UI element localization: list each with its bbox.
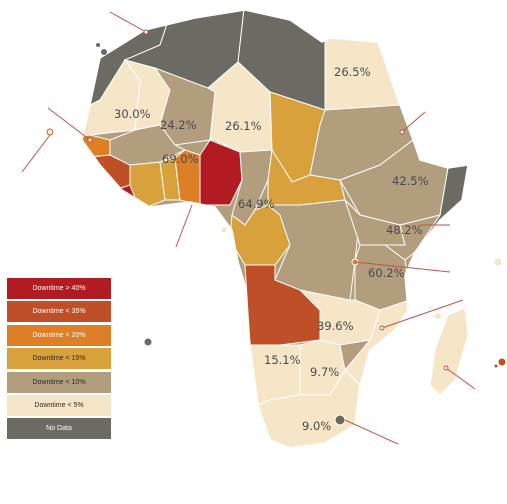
island-seychelles <box>494 258 502 266</box>
legend-item-downtime-lt-15: Downtime < 15% <box>7 348 111 370</box>
value-tanzania: 60.2% <box>368 266 405 280</box>
island-sao-tome <box>221 227 227 233</box>
legend-item-downtime-lt-20: Downtime < 20% <box>7 324 111 346</box>
value-south-africa: 9.0% <box>302 419 331 433</box>
legend-item-downtime-lt-10: Downtime < 10% <box>7 371 111 393</box>
legend: Downtime > 40% Downtime < 35% Downtime <… <box>7 278 111 442</box>
value-nigeria: 69.0% <box>162 152 199 166</box>
callout-line <box>21 134 51 173</box>
legend-label: Downtime < 5% <box>34 401 84 409</box>
legend-item-downtime-gt-40: Downtime > 40% <box>7 278 111 299</box>
legend-label: Downtime < 20% <box>32 331 86 339</box>
legend-label: Downtime < 35% <box>32 308 86 316</box>
value-namibia: 15.1% <box>264 353 301 367</box>
value-mali: 30.0% <box>114 107 151 121</box>
legend-item-no-data: No Data <box>7 418 111 440</box>
callout-line <box>175 204 193 248</box>
island-saint-helena <box>144 338 152 346</box>
island-cape-verde <box>46 128 54 136</box>
island-comoros-2 <box>428 306 432 310</box>
callout-line <box>47 107 91 141</box>
value-kenya: 48.2% <box>386 223 423 237</box>
callout-dot <box>143 29 149 35</box>
legend-item-downtime-lt-5: Downtime < 5% <box>7 394 111 416</box>
value-zambia: 39.6% <box>317 319 354 333</box>
value-congo: 64.9% <box>238 197 275 211</box>
callout-line <box>109 11 147 33</box>
callout-dot <box>443 365 449 371</box>
callout-line <box>354 261 451 273</box>
value-egypt: 26.5% <box>334 65 371 79</box>
legend-label: Downtime < 10% <box>32 378 86 386</box>
region-guinea <box>82 154 131 196</box>
callout-line <box>381 299 464 329</box>
value-niger: 24.2% <box>160 118 197 132</box>
island-reunion <box>494 364 498 368</box>
legend-label: Downtime < 15% <box>32 355 86 363</box>
island-canary <box>101 49 107 55</box>
callout-dot <box>379 325 385 331</box>
callout-dot <box>399 129 405 135</box>
value-ethiopia: 42.5% <box>392 174 429 188</box>
continent-outline <box>81 9 469 449</box>
legend-label: No Data <box>46 425 72 433</box>
region-liberia <box>82 184 141 211</box>
island-comoros <box>435 313 441 319</box>
callout-line <box>401 111 426 133</box>
callout-line <box>344 419 399 445</box>
value-botswana: 9.7% <box>310 365 339 379</box>
madagascar <box>429 307 469 396</box>
legend-item-downtime-lt-35: Downtime < 35% <box>7 301 111 323</box>
island-mauritius <box>498 358 506 366</box>
callout-dot <box>87 137 93 143</box>
callout-line <box>445 367 476 390</box>
value-chad: 26.1% <box>225 119 262 133</box>
region-lesotho <box>334 414 346 426</box>
island-canary-2 <box>96 43 100 47</box>
legend-label: Downtime > 40% <box>32 285 86 292</box>
region-ivory-coast <box>129 161 166 211</box>
region-egypt <box>324 10 421 111</box>
